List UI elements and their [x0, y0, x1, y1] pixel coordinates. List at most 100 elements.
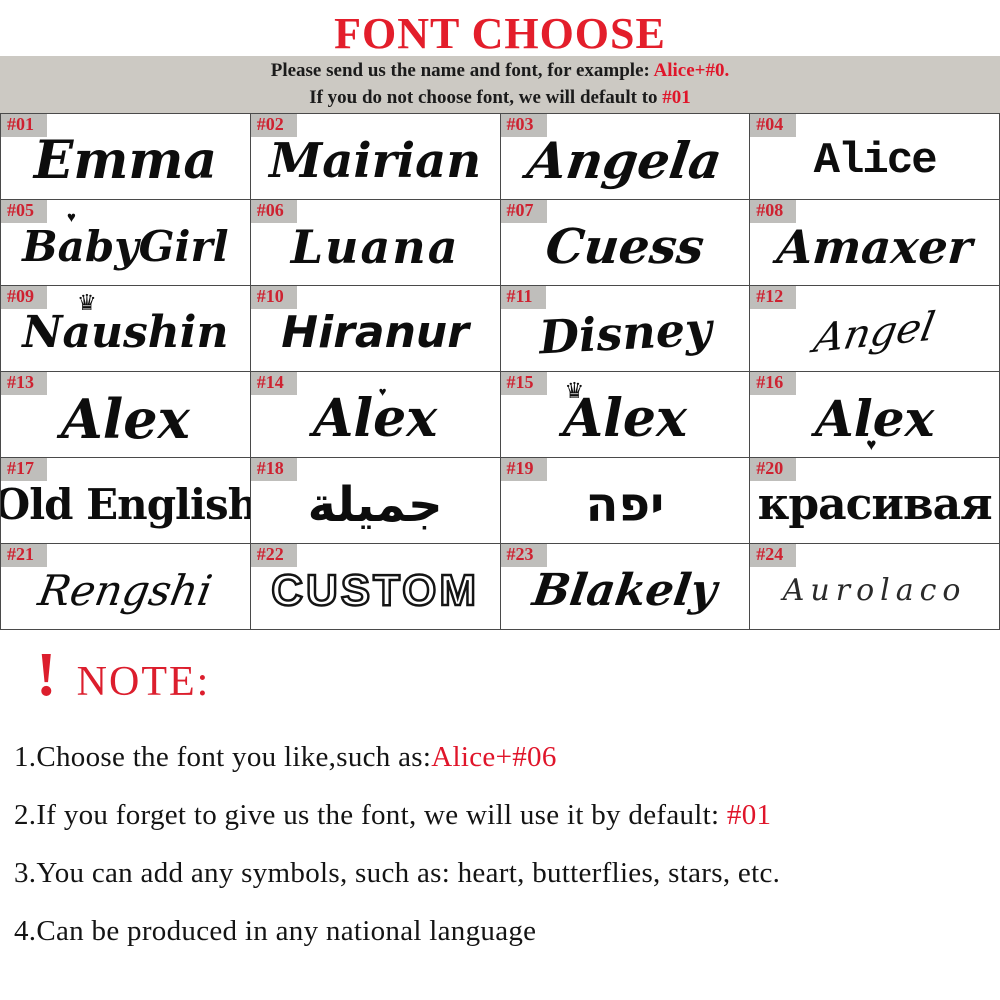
- heart-icon: ♥: [378, 384, 387, 399]
- font-cell-15: #15 ♛ Alex: [500, 372, 751, 458]
- font-tag: #05: [1, 200, 47, 223]
- font-tag: #08: [750, 200, 797, 223]
- banner-line-1: Please send us the name and font, for ex…: [0, 58, 1000, 85]
- note-item-3: 3.You can add any symbols, such as: hear…: [14, 857, 990, 890]
- note-heading: ! NOTE:: [14, 640, 990, 716]
- font-cell-03: #03 Angela: [500, 114, 751, 200]
- banner-line-1-highlight: Alice+#0.: [653, 59, 730, 81]
- crown-icon: ♛: [77, 290, 97, 315]
- note-item-1: 1.Choose the font you like,such as:Alice…: [14, 741, 990, 774]
- font-sample: Alex: [60, 386, 190, 451]
- heart-icon: ♥: [866, 435, 877, 454]
- heart-icon: ♥: [67, 210, 76, 226]
- font-cell-04: #04 Alice: [750, 114, 1000, 200]
- font-sample: Aurolaco: [782, 573, 967, 608]
- font-tag: #17: [1, 458, 47, 481]
- font-sample: Angel: [810, 303, 939, 362]
- font-sample: Blakely: [529, 565, 721, 616]
- font-sample: יפה: [585, 476, 665, 533]
- note-item-2: 2.If you forget to give us the font, we …: [14, 799, 990, 832]
- font-cell-06: #06 Luana: [250, 200, 501, 286]
- font-sample: Old English: [1, 480, 251, 529]
- crown-icon: ♛: [564, 378, 585, 403]
- font-sample: Hiranur: [281, 307, 469, 358]
- font-sample: جميلة: [307, 476, 443, 533]
- font-cell-01: #01 Emma: [1, 114, 251, 200]
- font-cell-11: #11 Disney: [500, 286, 751, 372]
- font-tag: #19: [500, 458, 547, 481]
- font-cell-08: #08 Amaxer: [750, 200, 1000, 286]
- font-tag: #23: [500, 544, 547, 567]
- font-tag: #24: [750, 544, 797, 567]
- font-tag: #14: [250, 372, 297, 395]
- font-cell-20: #20 красивая: [750, 458, 1000, 544]
- instruction-banner: Please send us the name and font, for ex…: [0, 56, 1000, 113]
- font-tag: #13: [1, 372, 47, 395]
- banner-line-2: If you do not choose font, we will defau…: [0, 85, 1000, 112]
- font-tag: #11: [500, 286, 546, 309]
- font-cell-22: #22 CUSTOM: [250, 544, 501, 630]
- page-title: FONT CHOOSE: [334, 9, 666, 58]
- font-sample: Angela: [524, 131, 726, 190]
- banner-line-2-highlight: #01: [662, 86, 691, 108]
- font-tag: #02: [250, 114, 297, 137]
- note-item-1-highlight: Alice+#06: [431, 741, 557, 773]
- font-sample: Alice: [813, 135, 938, 186]
- banner-line-2-text: If you do not choose font, we will defau…: [309, 86, 663, 108]
- note-item-2-text: 2.If you forget to give us the font, we …: [14, 799, 727, 831]
- font-tag: #10: [250, 286, 297, 309]
- font-tag: #16: [750, 372, 797, 395]
- font-cell-19: #19 יפה: [500, 458, 751, 544]
- font-cell-23: #23 Blakely: [500, 544, 751, 630]
- font-cell-17: #17 Old English: [1, 458, 251, 544]
- font-tag: #21: [1, 544, 47, 567]
- font-cell-13: #13 Alex: [1, 372, 251, 458]
- font-cell-09: #09 ♛ Naushin: [1, 286, 251, 372]
- font-cell-16: #16 ♥ Alex: [750, 372, 1000, 458]
- font-sample: Alex: [562, 388, 687, 449]
- font-tag: #03: [500, 114, 547, 137]
- note-title: NOTE:: [76, 659, 211, 705]
- font-sample: красивая: [757, 479, 993, 530]
- font-sample: Alex: [313, 388, 438, 449]
- note-item-4-text: 4.Can be produced in any national langua…: [14, 915, 537, 947]
- font-tag: #12: [750, 286, 797, 309]
- font-cell-24: #24 Aurolaco: [750, 544, 1000, 630]
- font-cell-12: #12 Angel: [750, 286, 1000, 372]
- font-cell-10: #10 Hiranur: [250, 286, 501, 372]
- font-sample: Luana: [290, 219, 460, 274]
- font-tag: #01: [1, 114, 47, 137]
- font-sample: Naushin: [22, 307, 229, 358]
- note-item-2-highlight: #01: [726, 799, 772, 831]
- font-tag: #06: [250, 200, 297, 223]
- note-item-4: 4.Can be produced in any national langua…: [14, 915, 990, 948]
- font-cell-21: #21 Rengshi: [1, 544, 251, 630]
- font-cell-14: #14 ♥ Alex: [250, 372, 501, 458]
- font-cell-05: #05 ♥ BabyGirl: [1, 200, 251, 286]
- font-sample: Alex: [814, 389, 935, 448]
- font-tag: #20: [750, 458, 797, 481]
- font-tag: #04: [750, 114, 797, 137]
- font-cell-18: #18 جميلة: [250, 458, 501, 544]
- font-tag: #09: [1, 286, 47, 309]
- font-sample: Cuess: [543, 218, 707, 275]
- font-cell-02: #02 Mairian: [250, 114, 501, 200]
- note-section: ! NOTE: 1.Choose the font you like,such …: [0, 630, 1000, 948]
- font-sample: Rengshi: [34, 566, 216, 615]
- exclamation-icon: !: [36, 641, 57, 709]
- font-tag: #15: [500, 372, 547, 395]
- font-tag: #22: [250, 544, 297, 567]
- font-tag: #07: [500, 200, 547, 223]
- font-tag: #18: [250, 458, 297, 481]
- note-item-1-text: 1.Choose the font you like,such as:: [14, 741, 432, 773]
- font-sample: Emma: [33, 130, 218, 191]
- font-sample: Disney: [537, 301, 713, 364]
- banner-line-1-text: Please send us the name and font, for ex…: [270, 59, 654, 81]
- note-item-3-text: 3.You can add any symbols, such as: hear…: [14, 857, 781, 889]
- font-sample: Mairian: [269, 132, 482, 189]
- font-grid: #01 Emma #02 Mairian #03 Angela #04 Alice #0…: [0, 113, 1000, 630]
- font-sample: CUSTOM: [270, 564, 480, 616]
- font-sample: Amaxer: [775, 219, 975, 274]
- font-cell-07: #07 Cuess: [500, 200, 751, 286]
- font-sample: BabyGirl: [22, 222, 229, 271]
